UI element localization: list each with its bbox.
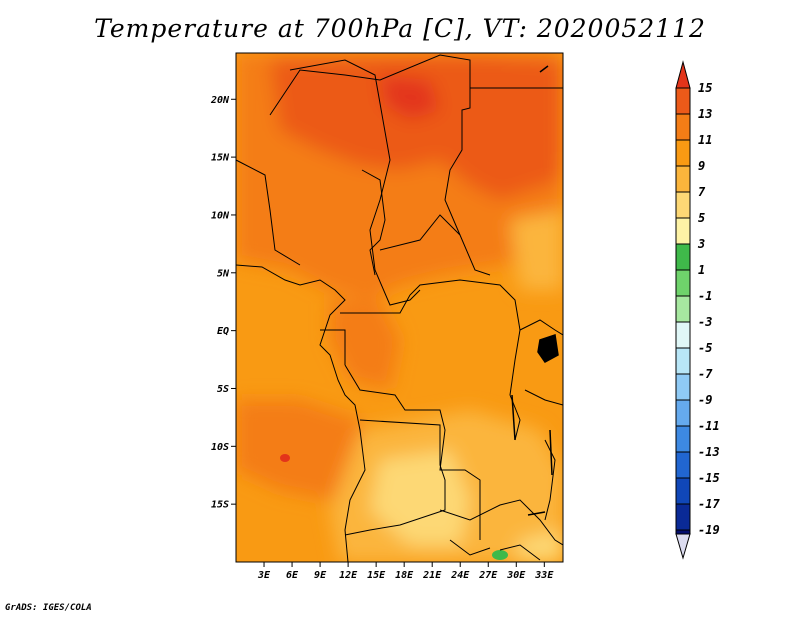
colorbar-high-arrow — [675, 60, 691, 89]
colorbar-label: -5 — [698, 341, 712, 355]
field-warm-spot — [280, 454, 290, 462]
colorbar-swatch — [675, 373, 691, 401]
map-frame — [235, 52, 564, 563]
colorbar-swatch — [675, 295, 691, 323]
lon-tick-label: 33E — [534, 570, 554, 581]
colorbar-label: 1 — [698, 263, 705, 277]
boundaries — [236, 54, 563, 562]
lat-tick-label: 5N — [217, 268, 230, 279]
lon-tick-label: 30E — [506, 570, 526, 581]
border-gabon — [320, 329, 346, 365]
footer-credit: GrADS: IGES/COLA — [5, 603, 92, 613]
colorbar-label: 11 — [698, 133, 712, 147]
lon-tick-label: 24E — [450, 570, 470, 581]
colorbar-label: -1 — [698, 289, 712, 303]
lakes — [511, 65, 559, 516]
lat-tick-label: EQ — [217, 326, 229, 337]
latitude-axis: 20N 15N 10N 5N EQ 5S 10S 15S — [210, 95, 236, 511]
colorbar-swatch — [675, 269, 691, 297]
colorbar-swatch — [675, 321, 691, 349]
lon-tick-label: 27E — [478, 570, 498, 581]
colorbar-swatch — [675, 399, 691, 427]
lat-tick-label: 20N — [210, 95, 230, 106]
border-north — [269, 54, 491, 276]
border-namibia — [449, 539, 491, 556]
border-uganda — [519, 319, 563, 336]
colorbar-label: -11 — [698, 419, 720, 433]
border-zambia-south — [439, 499, 563, 546]
border-malawi — [544, 439, 556, 521]
colorbar-swatch — [675, 165, 691, 193]
field-sahara-hot — [270, 55, 560, 200]
lon-tick-label: 12E — [339, 570, 358, 581]
lon-tick-label: 9E — [314, 570, 327, 581]
lat-tick-label: 10S — [211, 442, 229, 453]
coastline-west — [236, 264, 366, 562]
lon-tick-label: 21E — [422, 570, 442, 581]
lat-tick-label: 5S — [217, 384, 229, 395]
colorbar-swatch — [675, 451, 691, 479]
colorbar-label: -7 — [698, 367, 713, 381]
colorbar-label: -13 — [698, 445, 720, 459]
colorbar-label: 15 — [698, 81, 712, 95]
colorbar-swatch — [675, 425, 691, 453]
border-zimbabwe — [499, 544, 541, 561]
colorbar-label: 5 — [698, 211, 705, 225]
lat-tick-label: 10N — [211, 210, 230, 221]
colorbar-swatch — [675, 217, 691, 245]
border-angola — [344, 419, 446, 536]
field-south-cool — [370, 450, 470, 545]
longitude-axis: 3E 6E 9E 12E 15E 18E 21E 24E 27E 30E 33E — [257, 562, 554, 581]
field-southeast-cool — [515, 530, 563, 562]
border-tanzania — [524, 389, 563, 406]
field-hotspot — [380, 75, 440, 120]
border-chad — [361, 169, 386, 276]
lat-tick-label: 15S — [211, 500, 229, 511]
colorbar-swatch — [675, 87, 691, 115]
field-cold-spot — [492, 550, 508, 560]
colorbar-swatch — [675, 139, 691, 167]
lake-victoria — [537, 334, 559, 363]
colorbar-label: 7 — [698, 185, 706, 199]
field-congo-warm — [330, 300, 400, 390]
border-west — [236, 159, 301, 266]
lon-tick-label: 3E — [257, 570, 271, 581]
colorbar-label: 9 — [698, 159, 705, 173]
colorbar-low-arrow — [675, 533, 691, 560]
colorbar-label: -3 — [698, 315, 712, 329]
lake-nasser — [539, 65, 549, 73]
lake-kariba — [527, 511, 546, 516]
colorbar-swatch — [675, 113, 691, 141]
border-central — [289, 59, 421, 306]
colorbar-swatch — [675, 191, 691, 219]
colorbar-label: 13 — [698, 107, 712, 121]
lake-malawi — [549, 429, 553, 476]
field-east-mild — [510, 210, 563, 290]
colorbar-bottom-swatch — [675, 529, 691, 535]
colorbar-swatch — [675, 347, 691, 375]
colorbar-label: -17 — [698, 497, 720, 511]
map-title: Temperature at 700hPa [C], VT: 202005211… — [94, 14, 706, 43]
lon-tick-label: 18E — [395, 570, 414, 581]
colorbar-label: -15 — [698, 471, 720, 485]
colorbar-swatch — [675, 477, 691, 505]
colorbar: 15 13 11 9 7 5 3 1 -1 -3 -5 -7 -9 -11 -13 -15 -17 -19 — [675, 60, 720, 560]
border-drc-south — [344, 364, 481, 540]
colorbar-label: -9 — [698, 393, 712, 407]
colorbar-swatch — [675, 243, 691, 271]
colorbar-swatch — [675, 503, 691, 531]
border-car — [379, 214, 461, 251]
colorbar-label: 3 — [697, 237, 705, 251]
lon-tick-label: 6E — [286, 570, 299, 581]
colorbar-label: -19 — [698, 523, 720, 537]
lon-tick-label: 15E — [367, 570, 386, 581]
lat-tick-label: 15N — [211, 153, 230, 164]
lake-tanganyika — [511, 394, 516, 441]
temperature-field — [236, 53, 563, 562]
